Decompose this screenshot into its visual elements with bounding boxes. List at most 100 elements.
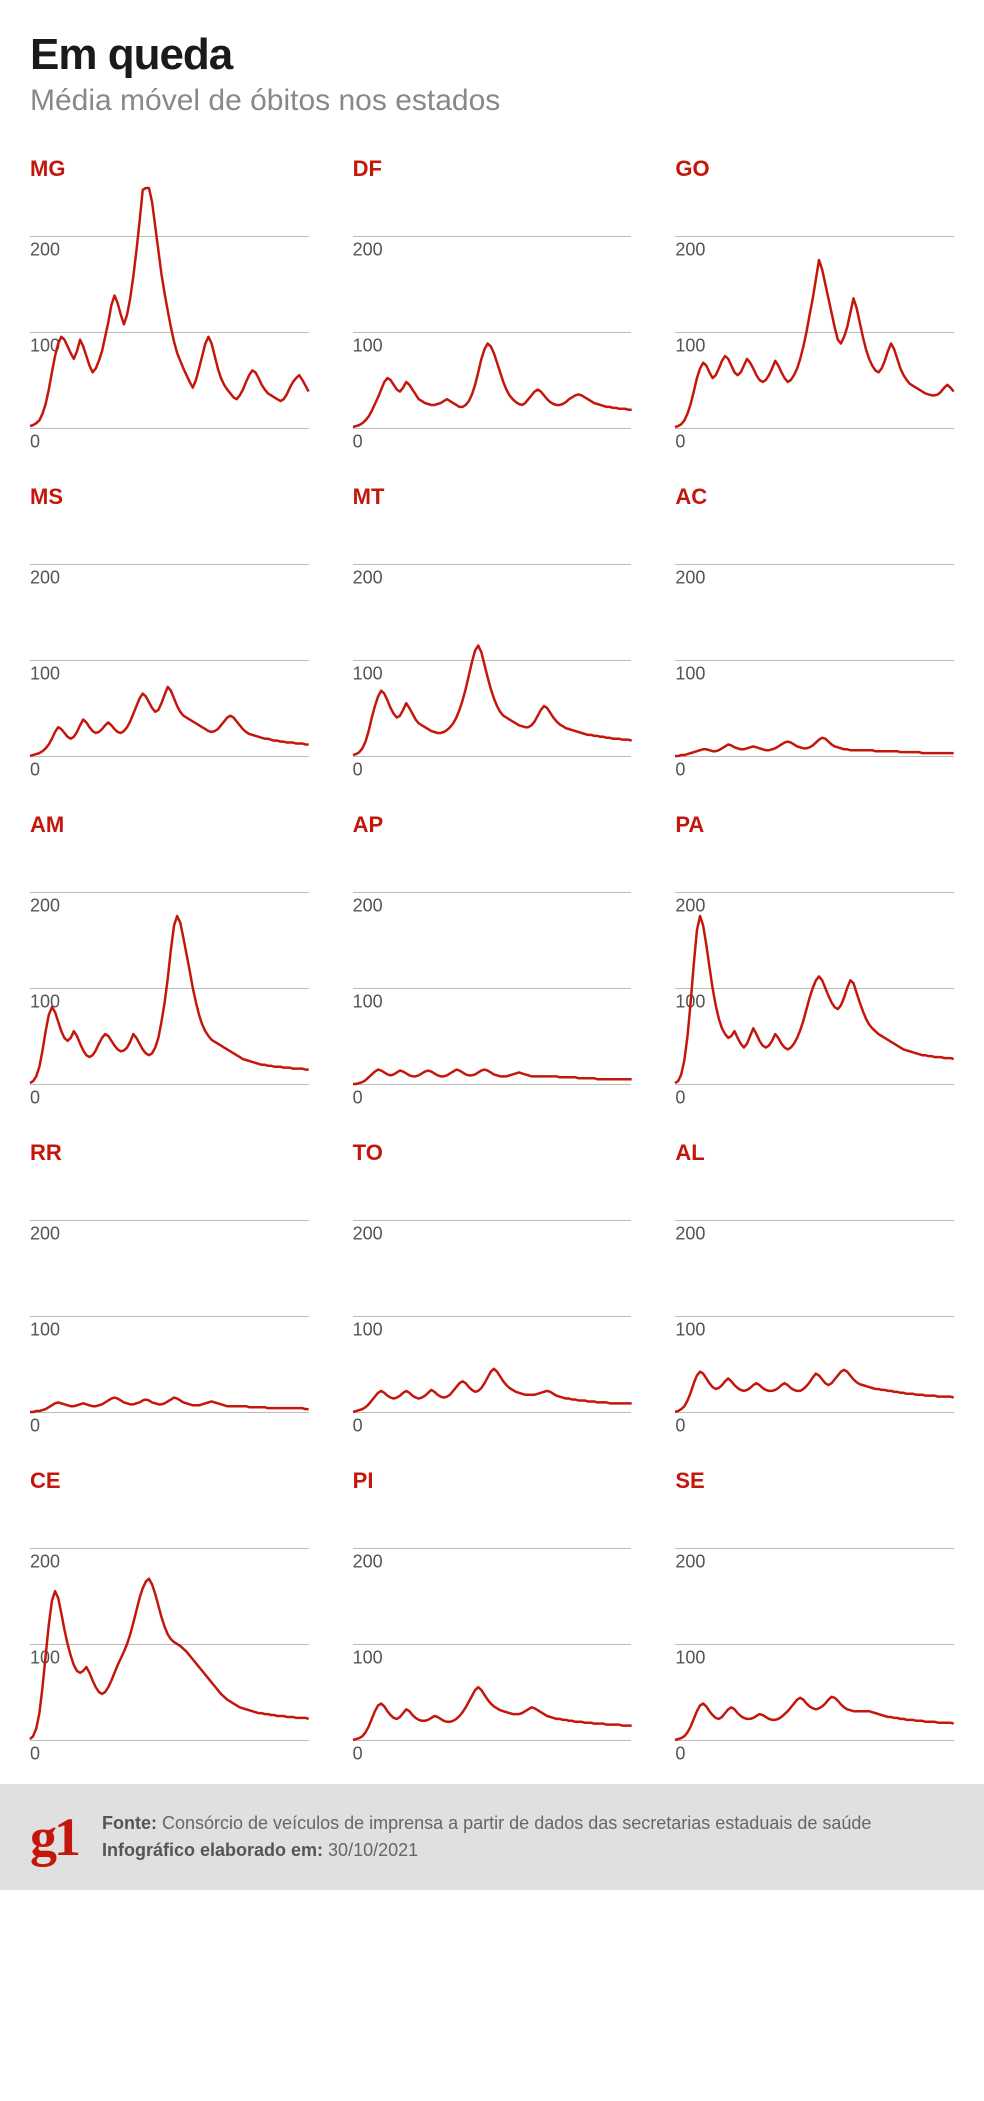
ytick-label: 0 [353, 1416, 363, 1437]
ytick-label: 0 [675, 1088, 685, 1109]
ytick-label: 0 [353, 1744, 363, 1765]
chart-panel: MT 0100200 [353, 484, 632, 756]
chart-panel: TO0100200 [353, 1140, 632, 1412]
chart-area: 0100200 [675, 516, 954, 756]
footer: g1 Fonte: Consórcio de veículos de impre… [0, 1784, 984, 1890]
ytick-label: 0 [675, 1744, 685, 1765]
series-path [675, 260, 954, 427]
line-series [353, 844, 632, 1084]
line-series [675, 188, 954, 428]
series-path [30, 687, 309, 756]
ytick-label: 0 [30, 1416, 40, 1437]
gridline [353, 1740, 632, 1741]
chart-area: 0100200 [353, 516, 632, 756]
chart-area: 0100200 [675, 188, 954, 428]
panel-label: AC [675, 484, 954, 510]
page-title: Em queda [30, 30, 954, 80]
brand-logo: g1 [30, 1806, 78, 1868]
line-series [30, 844, 309, 1084]
line-series [353, 516, 632, 756]
panel-label: DF [353, 156, 632, 182]
chart-area: 0100200 [30, 844, 309, 1084]
series-path [675, 1370, 954, 1412]
page-subtitle: Média móvel de óbitos nos estados [30, 84, 954, 118]
charts-grid: MG0100200DF0100200GO0100200MS0100200MT01… [30, 156, 954, 1740]
panel-label: AM [30, 812, 309, 838]
ytick-label: 0 [353, 760, 363, 781]
ytick-label: 0 [30, 1744, 40, 1765]
ytick-label: 0 [30, 1088, 40, 1109]
footer-text: Fonte: Consórcio de veículos de imprensa… [102, 1810, 871, 1864]
line-series [675, 844, 954, 1084]
source-label: Fonte: [102, 1813, 157, 1833]
ytick-label: 0 [353, 1088, 363, 1109]
chart-panel: MS0100200 [30, 484, 309, 756]
panel-label: MS [30, 484, 309, 510]
gridline [30, 1084, 309, 1085]
panel-label: TO [353, 1140, 632, 1166]
gridline [675, 756, 954, 757]
chart-area: 0100200 [675, 1500, 954, 1740]
line-series [675, 516, 954, 756]
panel-label: PI [353, 1468, 632, 1494]
ytick-label: 0 [30, 760, 40, 781]
gridline [675, 428, 954, 429]
chart-area: 0100200 [30, 1172, 309, 1412]
panel-label: SE [675, 1468, 954, 1494]
chart-area: 0100200 [353, 844, 632, 1084]
panel-label: MG [30, 156, 309, 182]
line-series [30, 516, 309, 756]
panel-label: RR [30, 1140, 309, 1166]
credit-label: Infográfico elaborado em: [102, 1840, 323, 1860]
series-path [675, 1697, 954, 1740]
ytick-label: 0 [675, 760, 685, 781]
series-path [30, 188, 309, 426]
chart-area: 0100200 [353, 188, 632, 428]
chart-panel: AL0100200 [675, 1140, 954, 1412]
gridline [353, 428, 632, 429]
panel-label: AL [675, 1140, 954, 1166]
gridline [30, 428, 309, 429]
line-series [353, 1172, 632, 1412]
gridline [353, 1412, 632, 1413]
ytick-label: 0 [353, 432, 363, 453]
series-path [353, 344, 632, 428]
panel-label: PA [675, 812, 954, 838]
chart-panel: AC 0100200 [675, 484, 954, 756]
series-path [353, 646, 632, 755]
series-path [30, 1398, 309, 1412]
gridline [353, 1084, 632, 1085]
gridline [675, 1084, 954, 1085]
ytick-label: 0 [675, 1416, 685, 1437]
chart-panel: GO0100200 [675, 156, 954, 428]
gridline [675, 1740, 954, 1741]
panel-label: AP [353, 812, 632, 838]
chart-panel: RR 0100200 [30, 1140, 309, 1412]
chart-area: 0100200 [30, 1500, 309, 1740]
chart-panel: AM 0100200 [30, 812, 309, 1084]
ytick-label: 0 [675, 432, 685, 453]
series-path [353, 1687, 632, 1740]
chart-panel: DF 0100200 [353, 156, 632, 428]
gridline [675, 1412, 954, 1413]
credit-text: 30/10/2021 [328, 1840, 418, 1860]
ytick-label: 0 [30, 432, 40, 453]
line-series [30, 1500, 309, 1740]
gridline [30, 1412, 309, 1413]
series-path [30, 1579, 309, 1739]
panel-label: MT [353, 484, 632, 510]
line-series [675, 1172, 954, 1412]
chart-area: 0100200 [30, 188, 309, 428]
chart-panel: PA 0100200 [675, 812, 954, 1084]
chart-area: 0100200 [675, 844, 954, 1084]
gridline [30, 756, 309, 757]
series-path [30, 916, 309, 1083]
source-text: Consórcio de veículos de imprensa a part… [162, 1813, 871, 1833]
line-series [30, 188, 309, 428]
panel-label: CE [30, 1468, 309, 1494]
chart-area: 0100200 [353, 1500, 632, 1740]
series-path [353, 1369, 632, 1412]
chart-panel: CE 0100200 [30, 1468, 309, 1740]
gridline [30, 1740, 309, 1741]
line-series [30, 1172, 309, 1412]
